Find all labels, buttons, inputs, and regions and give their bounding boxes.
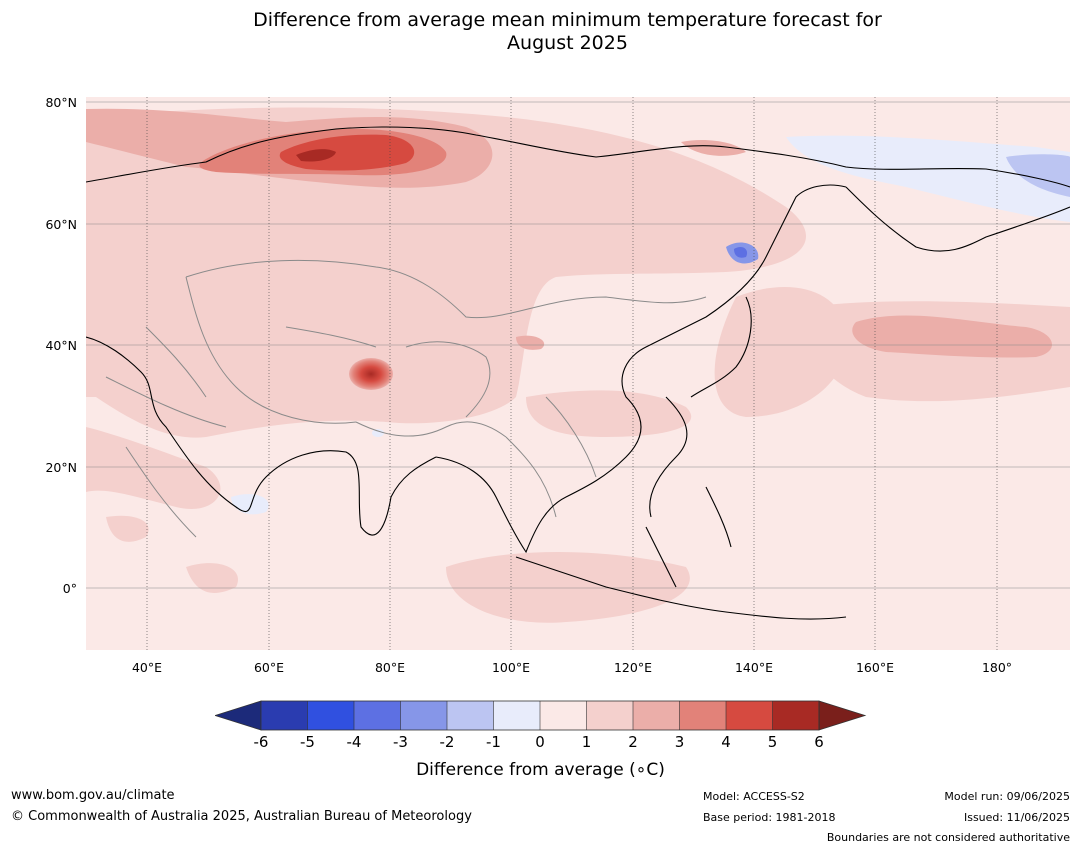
anomaly-hotspot xyxy=(349,358,393,390)
colorbar-upper-extension xyxy=(818,700,867,731)
anomaly-4-to-5-regions xyxy=(279,134,415,171)
legend-title: Difference from average (∘C) xyxy=(416,760,665,780)
meridians xyxy=(146,97,998,650)
footer-model: Model: ACCESS-S2 xyxy=(703,790,805,803)
lon-label-180: 180° xyxy=(981,660,1013,675)
footer-issued: Issued: 11/06/2025 xyxy=(963,811,1070,824)
colorbar-bin-9 xyxy=(633,701,680,730)
cool-anomaly-regions xyxy=(231,135,1070,515)
colorbar-lower-extension xyxy=(215,700,262,731)
legend-tick: 0 xyxy=(535,733,545,751)
footer-disclaimer: Boundaries are not considered authoritat… xyxy=(826,831,1070,844)
colorbar-bin-12 xyxy=(772,701,819,730)
legend-colorbar xyxy=(215,700,867,731)
title-line-2: August 2025 xyxy=(507,32,628,54)
lat-label-20n: 20°N xyxy=(45,460,77,475)
colorbar-bin-5 xyxy=(447,701,494,730)
lon-label-100e: 100°E xyxy=(491,660,530,675)
legend-tick: -4 xyxy=(346,733,362,751)
legend-tick: 2 xyxy=(628,733,638,751)
colorbar-bin-11 xyxy=(726,701,773,730)
lon-label-40e: 40°E xyxy=(131,660,163,675)
legend-tick: -3 xyxy=(393,733,408,751)
legend-tick: -2 xyxy=(439,733,455,751)
colorbar-bin-4 xyxy=(400,701,447,730)
legend-tick: -5 xyxy=(300,733,315,751)
footer-model-run: Model run: 09/06/2025 xyxy=(944,790,1070,803)
graticule xyxy=(86,101,1070,589)
legend-tick: 3 xyxy=(674,733,685,751)
chart-title: Difference from average mean minimum tem… xyxy=(0,9,1081,55)
lon-label-60e: 60°E xyxy=(253,660,285,675)
lon-label-140e: 140°E xyxy=(734,660,773,675)
legend-tick: -6 xyxy=(253,733,269,751)
footer-website: www.bom.gov.au/climate xyxy=(11,788,175,803)
legend-tick: -1 xyxy=(486,733,501,751)
colorbar-bin-6 xyxy=(493,701,540,730)
colorbar-bin-1 xyxy=(261,701,308,730)
legend-tick: 1 xyxy=(581,733,592,751)
legend-tick: 6 xyxy=(814,733,824,751)
footer-base-period: Base period: 1981-2018 xyxy=(703,811,836,824)
lon-label-160e: 160°E xyxy=(855,660,894,675)
country-boundaries xyxy=(105,259,707,538)
lat-label-80n: 80°N xyxy=(45,95,77,110)
anomaly-5-to-6-regions xyxy=(296,149,336,162)
lon-label-80e: 80°E xyxy=(374,660,406,675)
lat-label-0: 0° xyxy=(62,581,77,596)
colorbar-bin-2 xyxy=(307,701,354,730)
coastlines xyxy=(86,126,1070,620)
lat-label-60n: 60°N xyxy=(45,217,77,232)
legend-tick: 4 xyxy=(721,733,731,751)
colorbar-bin-8 xyxy=(586,701,633,730)
colorbar-bin-10 xyxy=(679,701,726,730)
legend-tick: 5 xyxy=(767,733,778,751)
footer-copyright: © Commonwealth of Australia 2025, Austra… xyxy=(11,809,472,824)
colorbar-bin-7 xyxy=(540,701,587,730)
title-line-1: Difference from average mean minimum tem… xyxy=(253,9,882,31)
forecast-map xyxy=(86,97,1070,650)
lon-label-120e: 120°E xyxy=(613,660,652,675)
colorbar-bin-3 xyxy=(354,701,401,730)
lat-label-40n: 40°N xyxy=(45,338,77,353)
